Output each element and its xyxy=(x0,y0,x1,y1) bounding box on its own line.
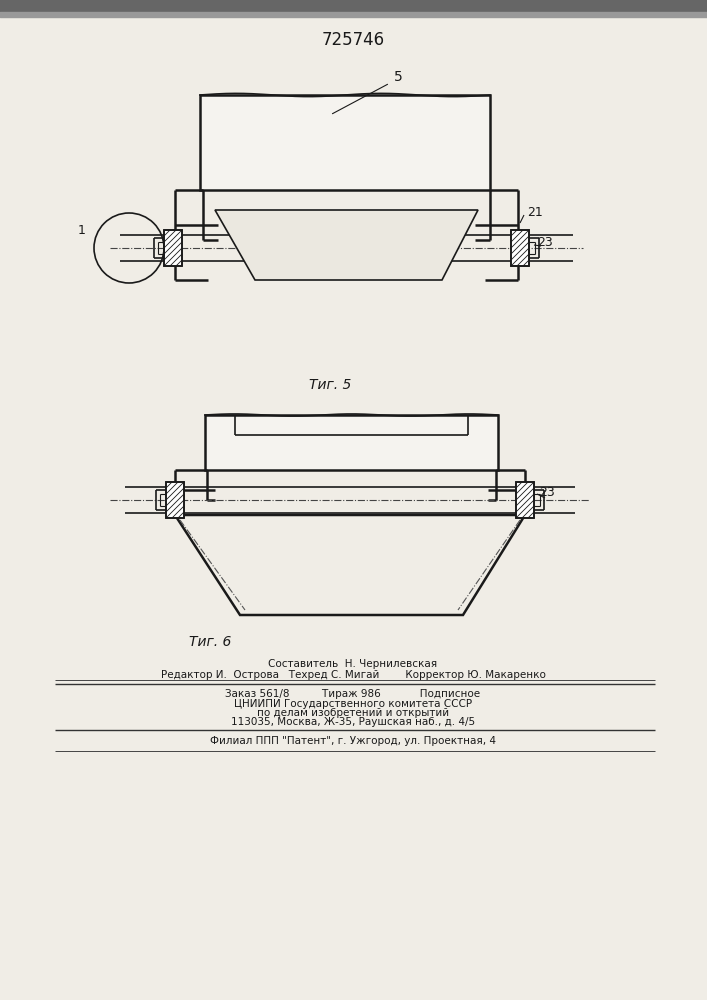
Text: Τиг. 5: Τиг. 5 xyxy=(309,378,351,392)
Bar xyxy=(164,230,182,266)
Text: 113035, Москва, Ж-35, Раушская наб., д. 4/5: 113035, Москва, Ж-35, Раушская наб., д. … xyxy=(231,717,475,727)
Bar xyxy=(511,230,529,266)
Text: Заказ 561/8          Тираж 986            Подписное: Заказ 561/8 Тираж 986 Подписное xyxy=(226,689,481,699)
Polygon shape xyxy=(215,210,478,280)
Bar xyxy=(166,482,184,518)
Polygon shape xyxy=(200,95,490,190)
Polygon shape xyxy=(205,415,498,470)
Text: 5: 5 xyxy=(394,70,402,84)
Text: 23: 23 xyxy=(537,236,553,249)
Bar xyxy=(166,482,184,518)
Text: 23: 23 xyxy=(539,486,555,498)
Bar xyxy=(164,230,182,266)
Bar xyxy=(516,482,534,518)
Text: Редактор И.  Острова   Техред С. Мигай        Корректор Ю. Макаренко: Редактор И. Острова Техред С. Мигай Корр… xyxy=(160,670,545,680)
Text: по делам изобретений и открытий: по делам изобретений и открытий xyxy=(257,708,449,718)
Text: Филиал ППП "Патент", г. Ужгород, ул. Проектная, 4: Филиал ППП "Патент", г. Ужгород, ул. Про… xyxy=(210,736,496,746)
Bar xyxy=(516,482,534,518)
Text: 725746: 725746 xyxy=(322,31,385,49)
Text: Составитель  Н. Чернилевская: Составитель Н. Чернилевская xyxy=(269,659,438,669)
Text: ЦНИИПИ Государственного комитета СССР: ЦНИИПИ Государственного комитета СССР xyxy=(234,699,472,709)
Polygon shape xyxy=(175,515,525,615)
Text: Τиг. 6: Τиг. 6 xyxy=(189,635,231,649)
Text: 1: 1 xyxy=(78,224,86,237)
Bar xyxy=(511,230,529,266)
Text: 21: 21 xyxy=(527,207,543,220)
